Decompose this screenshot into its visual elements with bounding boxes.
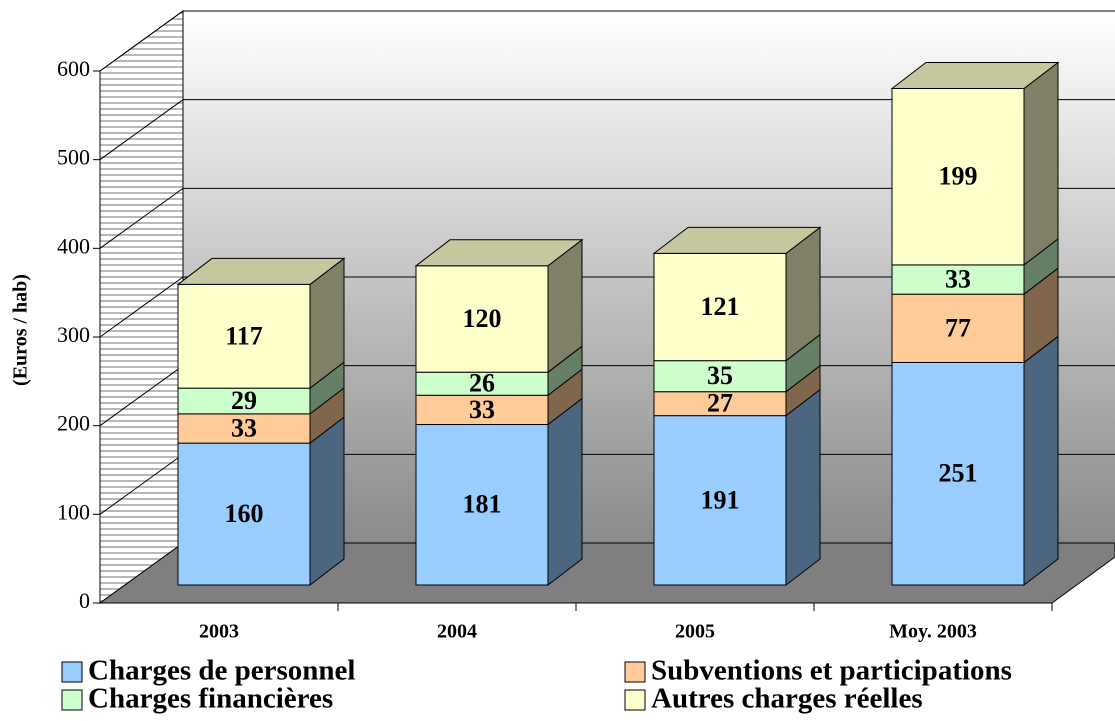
bar-segment <box>891 264 1025 295</box>
data-label: 26 <box>469 369 495 398</box>
bar-segment <box>177 413 311 444</box>
bar-segment <box>891 87 1025 266</box>
legend-swatch <box>61 689 83 711</box>
bar-top <box>890 61 1060 89</box>
bar-segment <box>653 415 787 586</box>
data-label: 181 <box>463 490 502 519</box>
legend-swatch <box>61 661 83 683</box>
legend-label: Autres charges réelles <box>651 683 923 715</box>
data-label: 251 <box>939 459 978 488</box>
data-label: 33 <box>231 413 257 442</box>
data-label: 27 <box>707 389 733 418</box>
y-tick-label: 300 <box>57 322 90 347</box>
bar-side <box>309 416 345 587</box>
grid-line <box>99 187 1115 249</box>
bar-segment <box>415 424 549 586</box>
bar-segment <box>177 442 311 586</box>
data-label: 120 <box>463 304 502 333</box>
data-label: 35 <box>707 361 733 390</box>
data-label: 199 <box>939 162 978 191</box>
data-label: 160 <box>225 499 264 528</box>
bar-segment <box>891 361 1025 586</box>
y-tick-label: 500 <box>57 145 90 170</box>
legend-label: Charges financières <box>88 683 333 715</box>
data-label: 191 <box>701 485 740 514</box>
data-label: 117 <box>225 321 263 350</box>
x-tick-label: Moy. 2003 <box>889 621 977 643</box>
bar-segment <box>891 293 1025 363</box>
bar-segment <box>177 283 311 389</box>
grid-line <box>99 10 1115 72</box>
bar-top <box>652 226 822 254</box>
y-tick-label: 0 <box>79 588 90 613</box>
legend-swatch <box>624 661 646 683</box>
data-label: 121 <box>701 292 740 321</box>
legend-label: Subventions et participations <box>651 655 1012 687</box>
bar-side <box>1023 335 1059 587</box>
data-label: 33 <box>945 265 971 294</box>
y-tick-label: 200 <box>57 411 90 436</box>
y-tick-label: 100 <box>57 499 90 524</box>
x-tick-label: 2005 <box>675 621 715 643</box>
legend-swatch <box>624 689 646 711</box>
bar-side <box>785 388 821 587</box>
y-tick-label: 400 <box>57 233 90 258</box>
bar-top <box>176 257 346 285</box>
bar-side <box>547 397 583 587</box>
bar-side <box>1023 61 1059 266</box>
bar-segment <box>415 265 549 373</box>
x-tick-label: 2003 <box>199 621 239 643</box>
grid-line <box>99 99 1115 161</box>
data-label: 77 <box>945 313 971 342</box>
y-axis-title: (Euros / hab) <box>10 274 32 386</box>
data-label: 33 <box>469 395 495 424</box>
bar-top <box>414 239 584 267</box>
x-tick-label: 2004 <box>437 621 477 643</box>
legend-label: Charges de personnel <box>88 655 355 687</box>
data-label: 29 <box>231 386 257 415</box>
y-tick-label: 600 <box>57 56 90 81</box>
